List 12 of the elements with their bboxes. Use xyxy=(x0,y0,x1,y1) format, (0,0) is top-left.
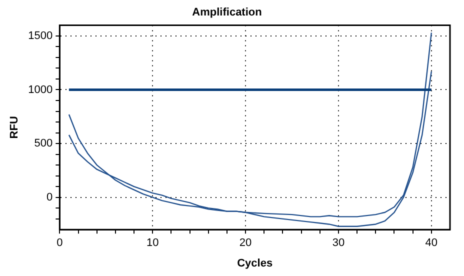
x-tick-label: 0 xyxy=(56,237,63,250)
y-axis-title: RFU xyxy=(8,116,21,139)
y-tick-label: 1500 xyxy=(28,30,53,42)
x-tick-label: 30 xyxy=(332,237,345,250)
x-tick-label: 20 xyxy=(239,237,252,250)
x-tick-label: 10 xyxy=(146,237,159,250)
y-tick-label: 1000 xyxy=(28,84,53,96)
y-tick-label: 0 xyxy=(46,191,53,204)
x-tick-label: 40 xyxy=(425,237,438,250)
x-axis-title: Cycles xyxy=(237,257,273,270)
y-tick-label: 500 xyxy=(34,138,53,150)
chart-title: Amplification xyxy=(192,6,262,19)
